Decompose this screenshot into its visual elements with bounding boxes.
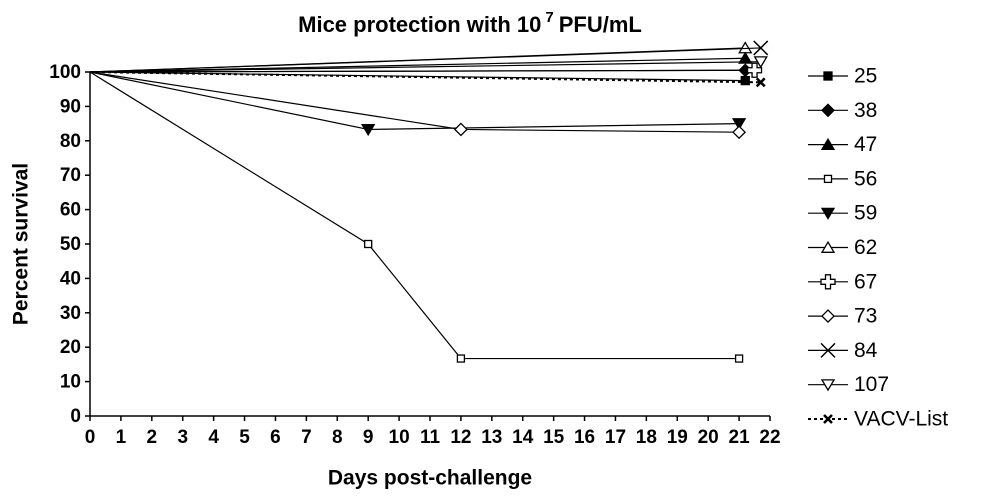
legend-marker bbox=[821, 309, 835, 324]
x-tick-label: 4 bbox=[208, 427, 219, 448]
legend-label: 84 bbox=[854, 339, 878, 362]
title-suffix: PFU/mL bbox=[559, 12, 642, 37]
x-tick-label: 1 bbox=[116, 427, 127, 448]
legend-label: 56 bbox=[854, 167, 877, 190]
x-tick-label: 13 bbox=[481, 427, 502, 448]
series-line bbox=[89, 57, 746, 73]
legend-label: 62 bbox=[854, 236, 877, 259]
y-tick-label: 90 bbox=[60, 96, 81, 117]
x-tick-label: 7 bbox=[301, 427, 312, 448]
legend-label: VACV-List bbox=[854, 408, 948, 431]
y-tick-label: 50 bbox=[60, 234, 81, 255]
data-point bbox=[753, 56, 768, 69]
y-tick-label: 100 bbox=[49, 62, 81, 83]
legend-marker bbox=[820, 379, 836, 392]
data-point bbox=[731, 118, 747, 131]
title-superscript: 7 bbox=[545, 9, 553, 26]
chart-title: Mice protection with 10 7 PFU/mL bbox=[298, 9, 642, 37]
series-line bbox=[89, 71, 761, 84]
x-tick-label: 15 bbox=[543, 427, 565, 448]
series-line bbox=[89, 47, 761, 73]
legend-marker bbox=[823, 414, 833, 424]
legend-marker bbox=[821, 103, 835, 118]
data-point bbox=[753, 40, 769, 56]
data-point bbox=[732, 125, 747, 140]
x-tick-label: 5 bbox=[239, 427, 250, 448]
title-text: Mice protection with 10 bbox=[298, 12, 541, 37]
y-tick-label: 30 bbox=[60, 303, 81, 324]
series-line bbox=[89, 71, 740, 131]
legend-marker bbox=[820, 207, 836, 220]
x-tick-label: 12 bbox=[450, 427, 471, 448]
legend-label: 59 bbox=[854, 202, 877, 225]
series-line bbox=[89, 69, 755, 73]
legend-label: 107 bbox=[854, 373, 889, 396]
y-tick-label: 80 bbox=[60, 131, 81, 152]
legend-marker bbox=[820, 137, 836, 151]
x-tick-label: 6 bbox=[270, 427, 281, 448]
x-tick-label: 3 bbox=[177, 427, 188, 448]
y-tick-label: 20 bbox=[60, 337, 81, 358]
legend-label: 25 bbox=[854, 65, 877, 88]
legend-marker bbox=[823, 71, 833, 81]
x-tick-label: 18 bbox=[636, 427, 657, 448]
data-point bbox=[755, 77, 766, 88]
data-point bbox=[740, 75, 750, 86]
series-line bbox=[89, 71, 740, 133]
data-point bbox=[361, 123, 376, 137]
legend-label: 38 bbox=[854, 99, 877, 122]
data-point bbox=[456, 354, 466, 363]
x-axis-label: Days post-challenge bbox=[328, 467, 532, 490]
legend-marker bbox=[820, 274, 836, 290]
x-tick-label: 20 bbox=[698, 427, 719, 448]
x-tick-label: 9 bbox=[363, 427, 374, 448]
y-tick-label: 60 bbox=[60, 200, 81, 221]
y-tick-label: 70 bbox=[60, 165, 81, 186]
x-tick-label: 8 bbox=[332, 427, 343, 448]
x-tick-label: 17 bbox=[605, 427, 626, 448]
y-axis-label: Percent survival bbox=[10, 163, 33, 325]
series-line bbox=[89, 61, 761, 73]
legend-label: 67 bbox=[854, 270, 877, 293]
legend-label: 73 bbox=[854, 305, 877, 328]
data-point bbox=[364, 239, 373, 249]
data-point bbox=[453, 122, 468, 137]
y-tick-label: 40 bbox=[60, 268, 81, 289]
legend-marker bbox=[823, 174, 833, 184]
data-point bbox=[738, 41, 753, 54]
x-tick-label: 14 bbox=[512, 427, 534, 448]
x-tick-label: 21 bbox=[729, 427, 751, 448]
data-point bbox=[746, 62, 763, 78]
y-tick-label: 0 bbox=[70, 406, 81, 427]
x-tick-label: 22 bbox=[759, 427, 780, 448]
legend-marker bbox=[820, 342, 836, 358]
series-line bbox=[89, 71, 740, 360]
data-point bbox=[738, 51, 753, 64]
y-tick-label: 10 bbox=[60, 372, 81, 393]
legend-marker bbox=[820, 240, 836, 253]
x-tick-label: 11 bbox=[420, 427, 441, 448]
x-tick-label: 16 bbox=[574, 427, 595, 448]
x-tick-label: 19 bbox=[667, 427, 688, 448]
x-tick-label: 10 bbox=[389, 427, 410, 448]
legend-label: 47 bbox=[854, 133, 877, 156]
x-tick-label: 2 bbox=[147, 427, 158, 448]
x-tick-label: 0 bbox=[85, 427, 96, 448]
data-point bbox=[734, 354, 744, 363]
